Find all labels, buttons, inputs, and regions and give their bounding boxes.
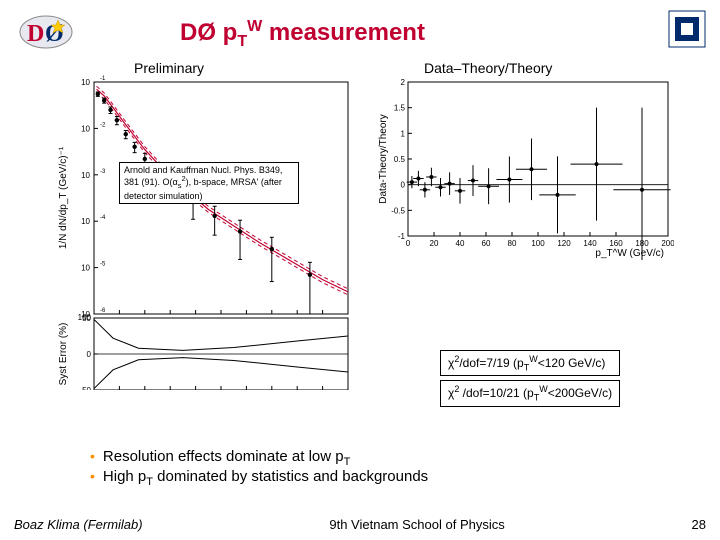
svg-text:0: 0 — [87, 350, 92, 359]
svg-text:2: 2 — [401, 78, 406, 87]
chi2-group: χ2/dof=7/19 (pTW<120 GeV/c) χ2 /dof=10/2… — [440, 350, 620, 411]
bullet-item: • Resolution effects dominate at low pT — [90, 448, 428, 468]
svg-text:-1: -1 — [100, 76, 106, 82]
fermilab-logo — [668, 10, 706, 53]
charts-area: Preliminary Data–Theory/Theory 10-110-21… — [54, 60, 674, 390]
bullet-dot-icon: • — [90, 448, 95, 468]
svg-text:10: 10 — [81, 78, 90, 87]
svg-text:Data-Theory/Theory: Data-Theory/Theory — [378, 114, 389, 203]
footer-page-number: 28 — [692, 517, 706, 532]
footer: Boaz Klima (Fermilab) 9th Vietnam School… — [0, 517, 720, 532]
svg-text:80: 80 — [508, 239, 517, 248]
theory-caption-box: Arnold and Kauffman Nucl. Phys. B349, 38… — [119, 162, 299, 204]
footer-school: 9th Vietnam School of Physics — [329, 517, 504, 532]
svg-text:40: 40 — [456, 239, 465, 248]
svg-text:160: 160 — [609, 239, 623, 248]
svg-text:-4: -4 — [100, 215, 106, 221]
svg-text:100: 100 — [78, 313, 92, 322]
svg-text:140: 140 — [583, 239, 597, 248]
svg-text:60: 60 — [482, 239, 491, 248]
svg-text:Syst Error (%): Syst Error (%) — [58, 323, 69, 386]
svg-text:20: 20 — [430, 239, 439, 248]
bullet-text: Resolution effects dominate at low pT — [103, 448, 350, 468]
svg-text:120: 120 — [557, 239, 571, 248]
svg-text:10: 10 — [81, 171, 90, 180]
bullet-dot-icon: • — [90, 468, 95, 488]
bullet-item: • High pT dominated by statistics and ba… — [90, 468, 428, 488]
footer-author: Boaz Klima (Fermilab) — [14, 517, 143, 532]
svg-text:10: 10 — [81, 217, 90, 226]
svg-text:-3: -3 — [100, 169, 106, 175]
svg-text:50: 50 — [82, 386, 91, 390]
bullet-list: • Resolution effects dominate at low pT … — [90, 448, 428, 488]
chi2-box-1: χ2/dof=7/19 (pTW<120 GeV/c) — [440, 350, 620, 376]
title-text: DØ pTW measurement — [180, 19, 425, 46]
svg-text:-5: -5 — [100, 262, 106, 268]
right-chart: 020406080100120140160180200-1-0.500.511.… — [374, 60, 674, 260]
svg-text:1/N dN/dp_T (GeV/c)⁻¹: 1/N dN/dp_T (GeV/c)⁻¹ — [58, 146, 69, 249]
svg-text:D: D — [27, 21, 44, 47]
svg-text:-1: -1 — [398, 232, 406, 241]
svg-text:-2: -2 — [100, 122, 106, 128]
svg-text:-6: -6 — [100, 308, 106, 314]
svg-text:1: 1 — [401, 129, 406, 138]
svg-text:100: 100 — [531, 239, 545, 248]
d0-logo: D Ø — [18, 14, 74, 55]
svg-text:1.5: 1.5 — [394, 104, 406, 113]
bullet-text: High pT dominated by statistics and back… — [103, 468, 428, 488]
svg-text:0: 0 — [401, 181, 406, 190]
svg-text:10: 10 — [81, 264, 90, 273]
svg-text:p_T^W (GeV/c): p_T^W (GeV/c) — [595, 248, 664, 259]
theory-caption-text: Arnold and Kauffman Nucl. Phys. B349, 38… — [124, 165, 282, 201]
left-chart: 10-110-210-310-410-510-61/N dN/dp_T (GeV… — [54, 60, 354, 390]
svg-text:0: 0 — [406, 239, 411, 248]
svg-text:10: 10 — [81, 124, 90, 133]
page-title: DØ pTW measurement — [180, 18, 425, 51]
header: D Ø DØ pTW measurement — [0, 8, 720, 56]
svg-text:0.5: 0.5 — [394, 155, 406, 164]
svg-text:-0.5: -0.5 — [391, 206, 405, 215]
svg-text:200: 200 — [661, 239, 674, 248]
chi2-box-2: χ2 /dof=10/21 (pTW<200GeV/c) — [440, 380, 620, 406]
